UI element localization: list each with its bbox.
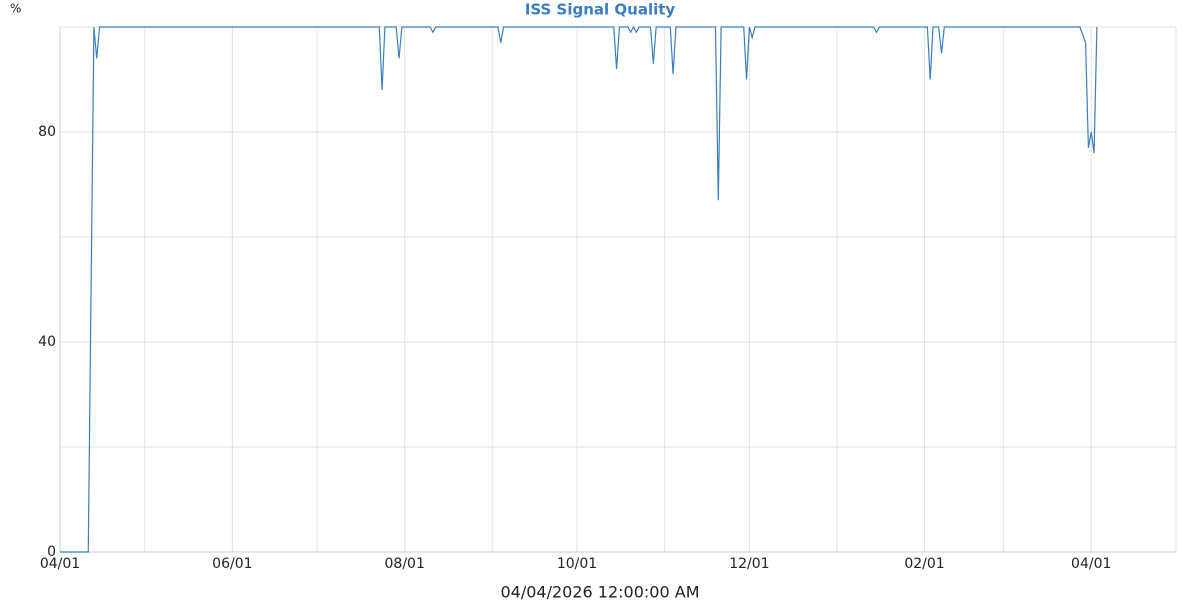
chart-title: ISS Signal Quality (525, 1, 676, 19)
y-tick-label: 40 (38, 334, 56, 350)
x-tick-label: 12/01 (729, 556, 769, 572)
x-tick-label: 10/01 (557, 556, 597, 572)
x-tick-label: 06/01 (212, 556, 252, 572)
line-series (60, 25, 1098, 553)
x-axis-label: 04/04/2026 12:00:00 AM (501, 583, 700, 601)
y-axis-label: % (10, 2, 21, 16)
y-tick-label: 0 (47, 544, 56, 560)
x-tick-label: 04/01 (1071, 556, 1111, 572)
y-tick-label: 80 (38, 124, 56, 140)
x-tick-label: 02/01 (904, 556, 944, 572)
x-tick-label: 04/01 (40, 556, 80, 572)
x-tick-label: 08/01 (385, 556, 425, 572)
